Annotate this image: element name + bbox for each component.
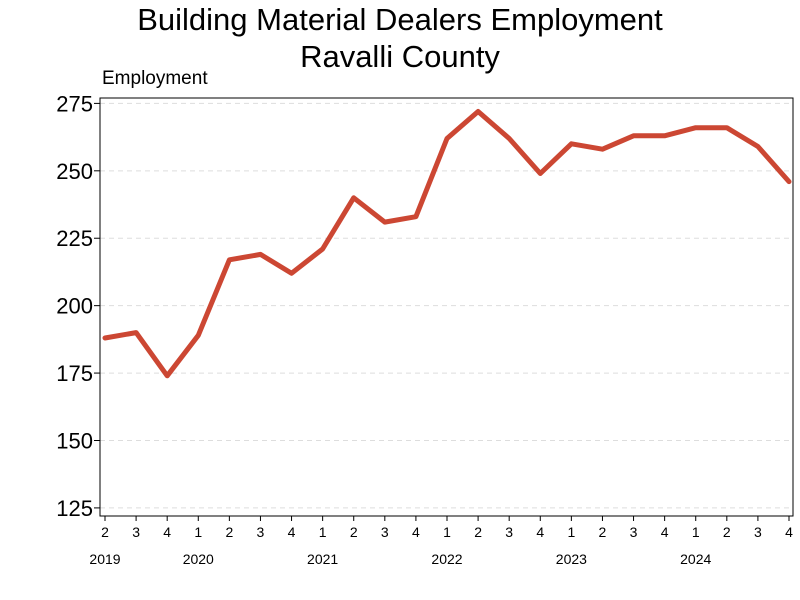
x-tick-label: 4 [163, 524, 171, 540]
y-axis-label: Employment [102, 68, 208, 89]
year-label: 2024 [680, 551, 711, 567]
plot-frame [99, 97, 794, 517]
y-tick-label: 275 [56, 91, 93, 116]
x-tick-label: 2 [474, 524, 482, 540]
x-tick-label: 3 [754, 524, 762, 540]
x-tick-label: 3 [257, 524, 265, 540]
x-tick-label: 4 [536, 524, 544, 540]
y-tick-label: 225 [56, 226, 93, 251]
y-tick-label: 150 [56, 428, 93, 453]
y-tick-label: 200 [56, 294, 93, 319]
x-tick-label: 2 [225, 524, 233, 540]
chart-title: Building Material Dealers Employment [137, 2, 663, 37]
series-line [102, 109, 792, 379]
x-tick-label: 2 [599, 524, 607, 540]
x-tick-label: 4 [661, 524, 669, 540]
x-tick-label: 3 [132, 524, 140, 540]
year-label: 2020 [183, 551, 214, 567]
x-tick-label: 1 [443, 524, 451, 540]
x-tick-label: 4 [785, 524, 793, 540]
y-tick-label: 175 [56, 361, 93, 386]
x-tick-label: 1 [692, 524, 700, 540]
x-tick-label: 4 [412, 524, 420, 540]
x-tick-label: 3 [381, 524, 389, 540]
year-label: 2023 [556, 551, 587, 567]
y-tick-label: 250 [56, 159, 93, 184]
x-tick-label: 3 [630, 524, 638, 540]
x-tick-label: 4 [288, 524, 296, 540]
x-tick-label: 1 [194, 524, 202, 540]
x-tick-label: 2 [723, 524, 731, 540]
x-tick-label: 1 [319, 524, 327, 540]
year-label: 2022 [431, 551, 462, 567]
year-label: 2019 [89, 551, 120, 567]
x-tick-label: 3 [505, 524, 513, 540]
year-label: 2021 [307, 551, 338, 567]
x-tick-label: 2 [350, 524, 358, 540]
y-tick-label: 125 [56, 496, 93, 521]
chart-subtitle: Ravalli County [300, 39, 500, 74]
x-tick-label: 2 [101, 524, 109, 540]
x-tick-label: 1 [567, 524, 575, 540]
